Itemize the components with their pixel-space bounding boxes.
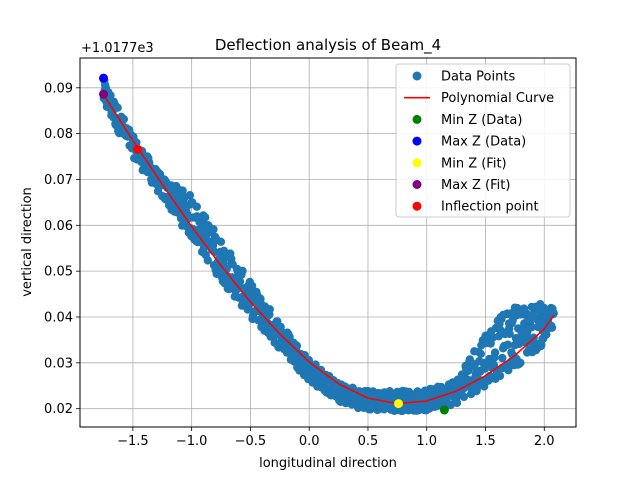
data-point — [292, 341, 302, 350]
data-point — [490, 348, 500, 357]
data-point — [495, 371, 505, 381]
max-z-data-marker — [99, 73, 109, 83]
special-markers — [99, 73, 449, 415]
y-axis-label: vertical direction — [20, 187, 35, 297]
y-tick-label: 0.08 — [44, 127, 73, 142]
polynomial-curve-series — [102, 94, 555, 405]
data-point — [527, 323, 536, 332]
data-point — [235, 277, 245, 286]
legend-label: Max Z (Fit) — [441, 178, 510, 193]
data-point — [113, 103, 122, 112]
legend-label: Min Z (Data) — [441, 113, 522, 128]
data-point — [106, 91, 115, 100]
legend-label: Max Z (Data) — [441, 135, 526, 150]
data-point — [452, 398, 462, 408]
legend-marker-swatch — [412, 158, 422, 168]
data-point — [516, 358, 525, 367]
x-axis-ticks: −1.5 −1.0 −0.5 0.0 0.5 1.0 1.5 2.0 — [117, 427, 555, 449]
data-point — [498, 353, 507, 363]
y-tick-label: 0.07 — [44, 173, 73, 188]
polynomial-curve-line — [102, 94, 555, 405]
inflection-point-marker — [133, 144, 143, 154]
legend-marker-swatch — [412, 136, 422, 146]
x-tick-label: 0.5 — [358, 434, 379, 449]
legend-marker-swatch — [412, 71, 422, 81]
data-point — [547, 323, 557, 332]
data-point — [201, 213, 210, 222]
y-axis-ticks: 0.02 0.03 0.04 0.05 0.06 0.07 0.08 0.09 — [44, 81, 80, 417]
x-tick-label: 1.0 — [416, 434, 437, 449]
data-point — [132, 138, 141, 147]
data-points-series — [99, 76, 558, 416]
min-z-fit-marker — [394, 399, 404, 409]
y-tick-label: 0.02 — [44, 402, 73, 417]
data-point — [238, 266, 247, 276]
data-point — [178, 186, 187, 195]
max-z-fit-marker — [99, 89, 109, 99]
data-point — [503, 340, 512, 349]
legend-marker-swatch — [412, 114, 422, 124]
legend-marker-swatch — [412, 180, 422, 189]
x-tick-label: 1.5 — [475, 434, 496, 449]
data-point — [247, 281, 257, 291]
x-tick-label: −1.0 — [176, 434, 208, 449]
data-point — [446, 400, 455, 410]
legend: Data Points Polynomial Curve Min Z (Data) M… — [395, 63, 571, 218]
data-point — [542, 330, 551, 339]
legend-box — [395, 63, 571, 218]
y-tick-label: 0.09 — [44, 81, 73, 96]
legend-label: Inflection point — [441, 200, 539, 215]
data-point — [216, 237, 226, 246]
data-point — [459, 392, 469, 402]
data-point — [203, 256, 212, 265]
y-tick-label: 0.03 — [44, 356, 73, 371]
x-tick-label: 0.0 — [299, 434, 320, 449]
data-point — [476, 349, 485, 358]
chart-title: Deflection analysis of Beam_4 — [215, 36, 441, 55]
y-axis-offset-label: +1.0177e3 — [81, 41, 154, 56]
legend-label: Data Points — [441, 70, 515, 85]
y-tick-label: 0.04 — [44, 310, 73, 325]
data-point — [209, 225, 218, 234]
x-tick-label: −0.5 — [235, 434, 267, 449]
plot-frame — [79, 57, 577, 428]
data-point — [265, 305, 274, 314]
legend-marker-swatch — [412, 201, 422, 211]
data-point — [119, 115, 128, 124]
data-point — [185, 191, 195, 200]
x-tick-label: 2.0 — [534, 434, 555, 449]
y-tick-label: 0.06 — [44, 219, 73, 234]
data-point — [192, 202, 201, 211]
x-axis-label: longitudinal direction — [259, 456, 397, 471]
legend-label: Min Z (Fit) — [441, 156, 507, 171]
x-tick-label: −1.5 — [117, 434, 149, 449]
data-point — [504, 366, 513, 375]
legend-label: Polynomial Curve — [441, 91, 554, 106]
y-tick-label: 0.05 — [44, 265, 73, 280]
data-point — [539, 303, 549, 312]
min-z-data-marker — [439, 405, 449, 415]
data-point — [549, 308, 558, 318]
data-point — [505, 329, 514, 338]
